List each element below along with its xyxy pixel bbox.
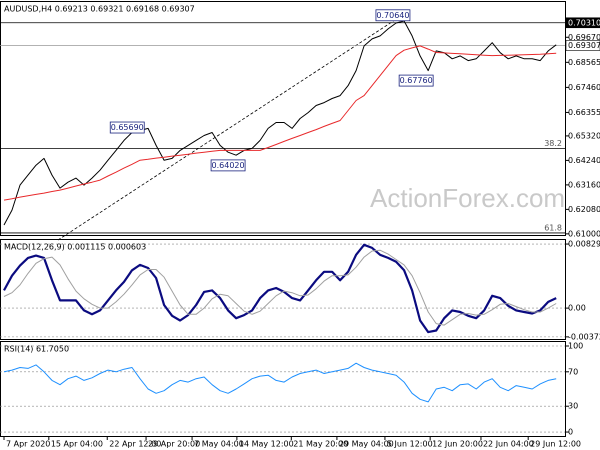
y-tick-label: 0.61000 bbox=[568, 229, 600, 238]
x-tick-label: 7 Apr 2020 bbox=[6, 440, 50, 449]
y-tick-label: 0.67460 bbox=[568, 83, 600, 92]
annotation-label: 0.70640 bbox=[376, 11, 409, 20]
y-tick-label: 0 bbox=[568, 428, 573, 437]
y-tick-label: 30 bbox=[568, 402, 578, 411]
x-tick-label: 7 May 04:00 bbox=[194, 440, 244, 449]
series-line bbox=[3, 20, 557, 226]
x-tick-label: 29 May 04:00 bbox=[339, 440, 394, 449]
annotation-label: 0.64020 bbox=[212, 161, 245, 170]
x-tick-label: 5 Jun 12:00 bbox=[387, 440, 433, 449]
series-line bbox=[3, 362, 557, 403]
panel-title: MACD(12,26,9) 0.001115 0.000603 bbox=[4, 243, 146, 252]
price-label-box bbox=[565, 17, 600, 29]
annotation-box bbox=[109, 121, 145, 134]
y-tick-label: 0.69670 bbox=[568, 33, 600, 42]
fib-label: 61.8 bbox=[544, 223, 562, 232]
y-tick-label: 70 bbox=[568, 367, 578, 376]
panel-frame bbox=[0, 1, 566, 236]
panel-title: RSI(14) 61.7050 bbox=[4, 345, 69, 354]
x-tick-label: 29 Apr 20:00 bbox=[148, 440, 200, 449]
x-tick-label: 15 Apr 04:00 bbox=[51, 440, 103, 449]
trend-line bbox=[57, 17, 399, 241]
x-tick-label: 12 Jun 20:00 bbox=[432, 440, 483, 449]
price-label: 0.70310 bbox=[568, 18, 600, 27]
annotation-box bbox=[210, 159, 246, 172]
fib-label: 38.2 bbox=[544, 139, 562, 148]
y-tick-label: 0.008296 bbox=[568, 240, 600, 249]
price-label-box bbox=[565, 40, 600, 51]
y-tick-label: -0.003725 bbox=[568, 332, 600, 341]
annotation-box bbox=[398, 74, 434, 87]
y-tick-label: 0.00 bbox=[568, 304, 586, 313]
panel-frame bbox=[0, 341, 566, 437]
y-tick-label: 0.65320 bbox=[568, 131, 600, 140]
annotation-box bbox=[375, 9, 411, 22]
x-tick-label: 22 Apr 12:00 bbox=[109, 440, 161, 449]
series-line bbox=[3, 249, 557, 326]
panel-frame bbox=[0, 239, 566, 340]
watermark: ActionForex.com bbox=[370, 183, 565, 213]
y-tick-label: 0.66355 bbox=[568, 108, 600, 117]
annotation-label: 0.65690 bbox=[111, 123, 144, 132]
x-tick-label: 22 Jun 04:00 bbox=[483, 440, 534, 449]
price-label: 0.69307 bbox=[568, 41, 600, 50]
x-tick-label: 29 Jun 12:00 bbox=[530, 440, 581, 449]
series-line bbox=[3, 45, 557, 201]
y-tick-label: 0.62080 bbox=[568, 205, 600, 214]
y-tick-label: 100 bbox=[568, 341, 583, 350]
annotation-label: 0.67760 bbox=[400, 76, 433, 85]
x-tick-label: 14 May 12:00 bbox=[239, 440, 294, 449]
y-tick-label: 0.68565 bbox=[568, 58, 600, 67]
y-tick-label: 0.63160 bbox=[568, 180, 600, 189]
panel-title: AUDUSD,H4 0.69213 0.69321 0.69168 0.6930… bbox=[4, 5, 195, 14]
y-tick-label: 0.64240 bbox=[568, 156, 600, 165]
x-tick-label: 21 May 20:00 bbox=[293, 440, 348, 449]
